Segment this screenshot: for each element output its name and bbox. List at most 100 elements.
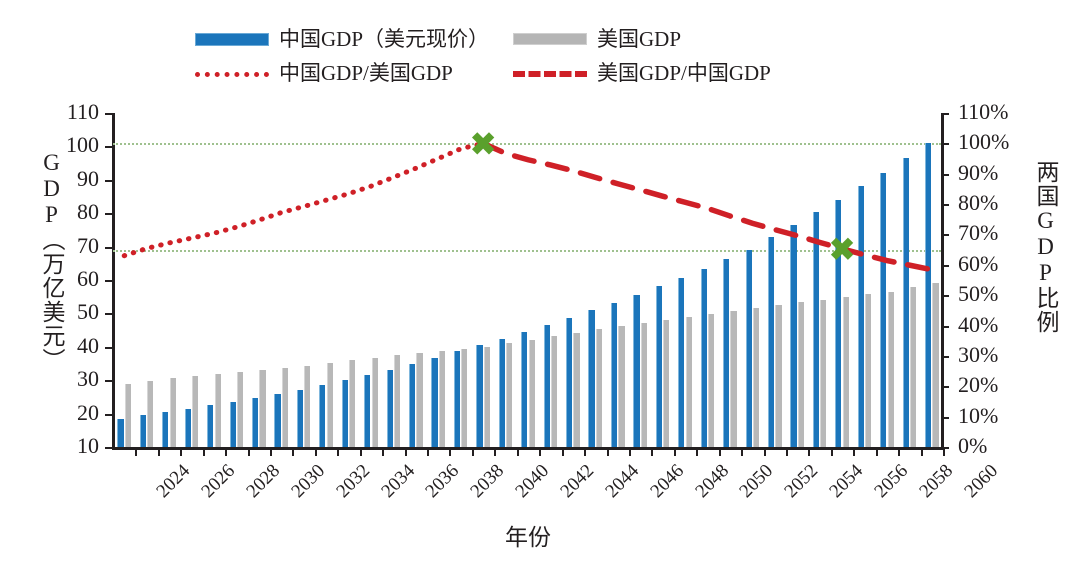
y-right-tick-0: [942, 447, 949, 449]
bar-us-2048: [663, 320, 670, 447]
line-china-over-us: [121, 140, 486, 259]
x-tick-2024: [135, 449, 138, 456]
y-left-tick-100: [105, 146, 112, 149]
x-tick-2045: [606, 449, 609, 456]
x-tick-2049: [696, 449, 699, 456]
bar-us-2036: [394, 355, 401, 447]
x-tick-2041: [516, 449, 519, 456]
marker-crossover-sixtyfive: [830, 237, 854, 260]
x-tick-2028: [225, 449, 228, 456]
bar-china-2052: [745, 249, 752, 447]
marker-crossover-parity: [471, 132, 495, 155]
bar-us-2038: [438, 351, 446, 447]
x-tick-label-2030: 2030: [287, 460, 329, 503]
bar-us-2040: [483, 346, 490, 447]
legend-item-china-gdp: 中国GDP（美元现价）: [195, 28, 513, 50]
bar-china-2039: [453, 351, 461, 447]
y-right-tick-label-80: 80%: [958, 190, 999, 216]
bar-us-2032: [304, 365, 311, 447]
bar-china-2028: [207, 405, 214, 447]
y-right-tick-40: [942, 325, 949, 328]
bar-us-2041: [506, 343, 513, 447]
bar-china-2033: [319, 384, 326, 447]
x-tick-label-2034: 2034: [376, 460, 419, 503]
y-right-tick-label-20: 20%: [958, 372, 999, 398]
bar-us-2042: [528, 340, 535, 447]
bar-us-2059: [909, 287, 917, 447]
gridline-65pct: [113, 249, 941, 252]
x-tick-2058: [898, 449, 901, 456]
x-tick-2039: [471, 449, 474, 456]
bar-us-2043: [551, 336, 558, 447]
bar-china-2053: [767, 237, 775, 447]
x-tick-2055: [830, 449, 833, 456]
x-tick-2025: [157, 449, 160, 456]
x-tick-2056: [853, 449, 856, 456]
bar-china-2025: [139, 414, 147, 447]
y-left-tick-label-50: 50: [77, 299, 99, 325]
y-left-tick-20: [105, 413, 112, 416]
legend-label-china-over-us: 中国GDP/美国GDP: [279, 60, 453, 85]
line-us-over-china: [480, 140, 935, 273]
y-right-tick-30: [942, 355, 949, 358]
legend-row-2: 中国GDP/美国GDP 美国GDP/中国GDP: [195, 56, 885, 90]
y-left-tick-80: [105, 213, 112, 216]
bar-us-2055: [820, 299, 827, 447]
x-tick-2053: [785, 449, 788, 456]
legend-label-us-gdp: 美国GDP: [597, 26, 682, 51]
bar-china-2036: [386, 369, 393, 447]
y-right-tick-90: [942, 173, 949, 176]
y-left-tick-70: [105, 246, 112, 249]
x-tick-2060: [943, 449, 945, 456]
bar-china-2041: [498, 338, 505, 447]
bar-us-2026: [169, 377, 176, 447]
bar-china-2040: [476, 345, 483, 447]
bar-us-2028: [214, 373, 221, 447]
bar-china-2030: [252, 397, 259, 447]
bar-us-2030: [259, 370, 266, 447]
x-tick-label-2024: 2024: [152, 460, 195, 503]
y-right-tick-label-50: 50%: [958, 281, 999, 307]
bar-us-2050: [708, 314, 715, 447]
bar-us-2045: [595, 329, 603, 447]
bar-china-2046: [610, 302, 618, 447]
bar-china-2057: [857, 186, 864, 447]
x-tick-2044: [584, 449, 587, 456]
y-right-tick-80: [942, 204, 949, 207]
bar-china-2059: [902, 158, 909, 447]
x-tick-label-2052: 2052: [780, 460, 823, 503]
bar-china-2056: [835, 199, 842, 447]
bar-china-2043: [543, 325, 550, 447]
x-tick-label-2040: 2040: [511, 460, 554, 503]
bar-china-2024: [117, 418, 124, 447]
y-right-tick-10: [942, 416, 949, 419]
y-left-tick-label-60: 60: [77, 266, 99, 291]
x-tick-2035: [382, 449, 385, 456]
x-tick-2036: [404, 449, 407, 456]
bar-china-2044: [566, 318, 573, 447]
x-tick-label-2038: 2038: [466, 460, 509, 503]
bar-us-2060: [932, 283, 939, 447]
legend-swatch-us-gdp: [513, 33, 587, 45]
y-left-tick-label-70: 70: [77, 232, 99, 258]
legend-swatch-china-over-us: [195, 71, 269, 77]
bar-us-2034: [349, 359, 356, 447]
y-right-tick-label-90: 90%: [958, 159, 999, 185]
bar-us-2058: [887, 291, 894, 447]
bar-us-2053: [775, 305, 782, 447]
x-tick-2052: [763, 449, 766, 456]
bar-us-2044: [573, 332, 580, 447]
x-tick-2046: [628, 449, 631, 456]
bar-china-2050: [700, 268, 707, 447]
y-right-tick-50: [942, 295, 949, 298]
bar-china-2054: [790, 224, 797, 447]
y-right-tick-100: [942, 143, 949, 146]
y-right-tick-label-100: 100%: [958, 129, 1010, 155]
bar-china-2045: [588, 310, 595, 447]
y-right-tick-label-30: 30%: [958, 341, 999, 367]
y-axis-left-title: GDP（万亿美元）: [39, 150, 64, 372]
bar-china-2055: [812, 212, 819, 447]
x-tick-2034: [359, 449, 362, 456]
y-right-tick-label-10: 10%: [958, 402, 999, 428]
legend-swatch-china-gdp: [195, 32, 269, 46]
